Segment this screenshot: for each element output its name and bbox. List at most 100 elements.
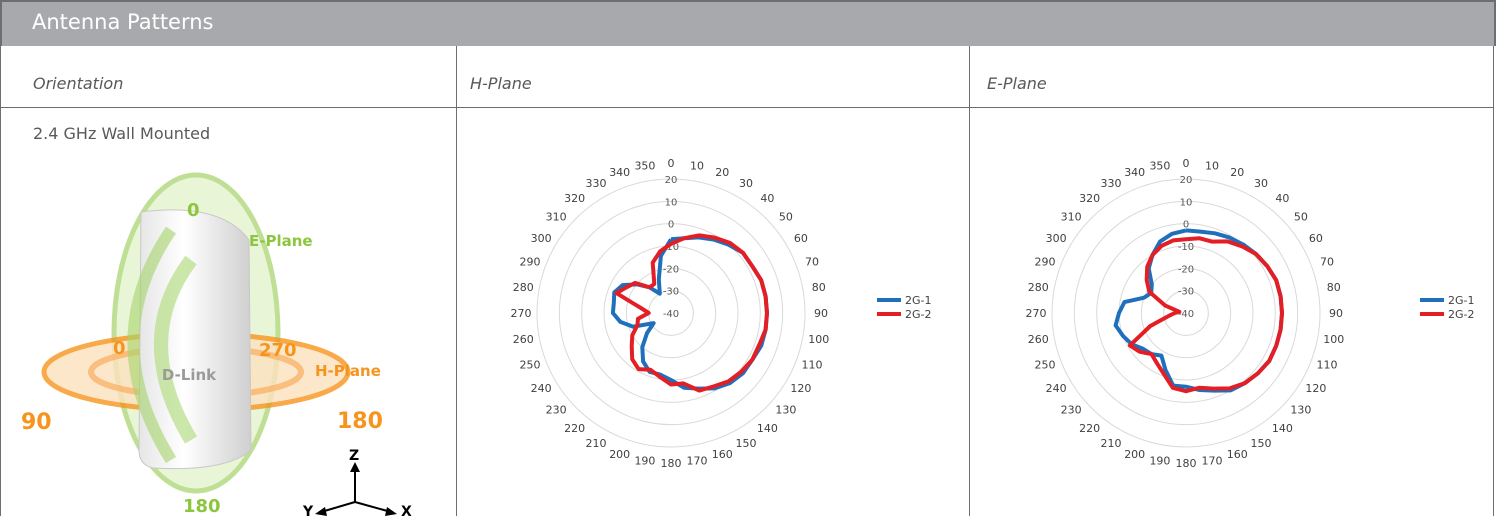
r-tick-label: -10 — [1178, 242, 1194, 253]
angle-tick-label: 40 — [1275, 192, 1289, 205]
header-e-plane-label: E-Plane — [987, 74, 1047, 93]
angle-tick-label: 220 — [1079, 422, 1100, 435]
angle-tick-label: 20 — [715, 166, 729, 179]
angle-tick-label: 160 — [1227, 448, 1248, 461]
grid-ring — [625, 267, 717, 359]
angle-tick-label: 200 — [609, 448, 630, 461]
angle-tick-label: 150 — [736, 437, 757, 450]
angle-tick-label: 60 — [1309, 232, 1323, 245]
axis-y-label: Y — [302, 504, 314, 516]
device-logo-text: D-Link — [162, 366, 217, 384]
angle-tick-label: 330 — [586, 177, 607, 190]
angle-tick-label: 340 — [609, 166, 630, 179]
r-tick-label: 20 — [1180, 175, 1193, 186]
angle-tick-label: 220 — [564, 422, 585, 435]
angle-tick-label: 50 — [779, 211, 793, 224]
e-plane-label: E-Plane — [249, 232, 313, 250]
grid-ring — [558, 200, 784, 426]
grid-ring — [1096, 223, 1276, 403]
angle-tick-label: 80 — [1327, 281, 1341, 294]
angle-tick-label: 180 — [661, 457, 682, 470]
series-line-2G-2 — [1127, 236, 1284, 394]
r-tick-label: -40 — [663, 309, 679, 320]
angle-tick-label: 120 — [1305, 382, 1326, 395]
angle-tick-label: 300 — [1046, 232, 1067, 245]
angle-tick-label: 230 — [1061, 403, 1082, 416]
angle-tick-label: 70 — [805, 256, 819, 269]
angle-tick-label: 250 — [520, 358, 541, 371]
angle-tick-label: 120 — [790, 382, 811, 395]
angle-tick-label: 320 — [1079, 192, 1100, 205]
angle-tick-label: 180 — [1176, 457, 1197, 470]
angle-tick-label: 210 — [1101, 437, 1122, 450]
axis-z-label: Z — [349, 448, 359, 464]
angle-tick-label: 30 — [1254, 177, 1268, 190]
header-orientation: Orientation — [1, 46, 456, 108]
angle-tick-label: 70 — [1320, 256, 1334, 269]
angle-tick-label: 140 — [1272, 422, 1293, 435]
angle-tick-label: 260 — [1028, 333, 1049, 346]
orientation-label: 2.4 GHz Wall Mounted — [33, 124, 211, 143]
angle-tick-label: 130 — [775, 403, 796, 416]
grid-ring — [581, 223, 761, 403]
header-e-plane: E-Plane — [969, 46, 1493, 108]
angle-tick-label: 310 — [1061, 211, 1082, 224]
r-tick-label: -20 — [1178, 264, 1194, 275]
angle-tick-label: 240 — [531, 382, 552, 395]
angle-tick-label: 0 — [1183, 157, 1190, 170]
r-tick-label: -20 — [663, 264, 679, 275]
grid-ring — [536, 178, 806, 448]
page-title: Antenna Patterns — [32, 10, 214, 34]
polar-grid — [1051, 178, 1321, 448]
axes-indicator: Z Y X — [302, 448, 412, 516]
angle-tick-label: 270 — [511, 307, 532, 320]
angle-tick-label: 210 — [586, 437, 607, 450]
angle-tick-label: 250 — [1035, 358, 1056, 371]
angle-tick-label: 200 — [1124, 448, 1145, 461]
grid-ring — [1051, 178, 1321, 448]
h-angle-90: 90 — [21, 410, 52, 435]
legend-label: 2G-2 — [905, 308, 932, 321]
grid-ring — [1163, 290, 1209, 336]
angle-tick-label: 90 — [1329, 307, 1343, 320]
grid-ring — [1140, 267, 1232, 359]
h-angle-0: 0 — [113, 338, 126, 359]
angle-tick-label: 0 — [668, 157, 675, 170]
h-angle-180: 180 — [337, 409, 383, 434]
angle-tick-label: 30 — [739, 177, 753, 190]
legend-label: 2G-1 — [1448, 294, 1475, 307]
h-angle-270: 270 — [259, 340, 297, 361]
angle-tick-label: 350 — [634, 159, 655, 172]
r-tick-label: -30 — [663, 287, 679, 298]
column-divider — [456, 46, 457, 516]
title-bar: Antenna Patterns — [0, 0, 1496, 46]
r-tick-label: -30 — [1178, 287, 1194, 298]
angle-tick-label: 50 — [1294, 211, 1308, 224]
series-line-2G-2 — [614, 233, 769, 393]
angle-tick-label: 230 — [546, 403, 567, 416]
angle-tick-label: 190 — [1149, 455, 1170, 468]
angle-tick-label: 110 — [1316, 358, 1337, 371]
angle-tick-label: 170 — [1202, 455, 1223, 468]
r-tick-label: -40 — [1178, 309, 1194, 320]
angle-tick-label: 240 — [1046, 382, 1067, 395]
angle-tick-label: 160 — [712, 448, 733, 461]
angle-tick-label: 130 — [1290, 403, 1311, 416]
angle-tick-label: 140 — [757, 422, 778, 435]
header-h-plane-label: H-Plane — [470, 74, 532, 93]
angle-tick-label: 290 — [1035, 256, 1056, 269]
patterns-table: Orientation H-Plane E-Plane 2.4 GHz Wall… — [0, 46, 1494, 516]
angle-tick-label: 270 — [1026, 307, 1047, 320]
angle-tick-label: 280 — [1028, 281, 1049, 294]
angle-tick-label: 350 — [1149, 159, 1170, 172]
angle-tick-label: 340 — [1124, 166, 1145, 179]
orientation-illustration: D-Link E-Plane H-Plane 0 180 0 90 270 18… — [21, 172, 412, 516]
angle-tick-label: 310 — [546, 211, 567, 224]
angle-tick-label: 60 — [794, 232, 808, 245]
angle-tick-label: 170 — [687, 455, 708, 468]
column-divider — [969, 46, 970, 516]
r-tick-label: 0 — [1183, 220, 1189, 231]
angle-tick-label: 10 — [1205, 159, 1219, 172]
header-h-plane: H-Plane — [456, 46, 969, 108]
